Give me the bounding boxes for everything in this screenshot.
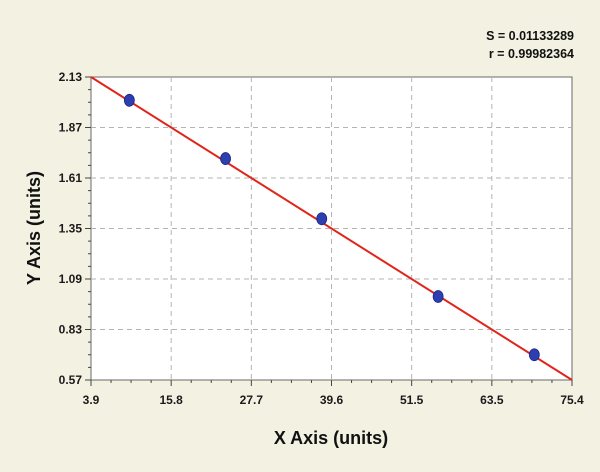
y-tick-label: 1.61 xyxy=(59,171,83,185)
x-tick-label: 27.7 xyxy=(240,393,264,407)
data-point xyxy=(123,93,135,107)
y-axis-title: Y Axis (units) xyxy=(24,171,44,285)
data-point xyxy=(528,348,540,362)
x-tick-label: 3.9 xyxy=(83,393,100,407)
x-tick-label: 39.6 xyxy=(320,393,344,407)
y-tick-label: 2.13 xyxy=(59,70,83,84)
x-tick-label: 75.4 xyxy=(560,393,584,407)
data-point xyxy=(220,152,231,165)
tick-labels: 3.9 15.8 27.7 39.6 51.5 63.5 75.4 0.57 0.83 1.09 1… xyxy=(59,70,584,407)
x-axis-title: X Axis (units) xyxy=(274,428,388,448)
stat-s-label: S = 0.01133289 xyxy=(486,29,574,43)
y-tick-label: 1.87 xyxy=(59,121,83,135)
x-tick-label: 51.5 xyxy=(400,393,424,407)
data-point xyxy=(316,212,328,226)
y-tick-label: 0.57 xyxy=(59,373,83,387)
data-point xyxy=(432,290,444,303)
y-tick-label: 1.09 xyxy=(59,272,83,286)
y-tick-label: 1.35 xyxy=(59,222,83,236)
y-tick-label: 0.83 xyxy=(59,323,83,337)
ticks xyxy=(85,76,573,386)
x-tick-label: 63.5 xyxy=(480,393,504,407)
x-tick-label: 15.8 xyxy=(159,393,183,407)
fit-line xyxy=(90,76,573,381)
series-layer xyxy=(90,76,573,381)
stat-r-label: r = 0.99982364 xyxy=(489,47,574,61)
